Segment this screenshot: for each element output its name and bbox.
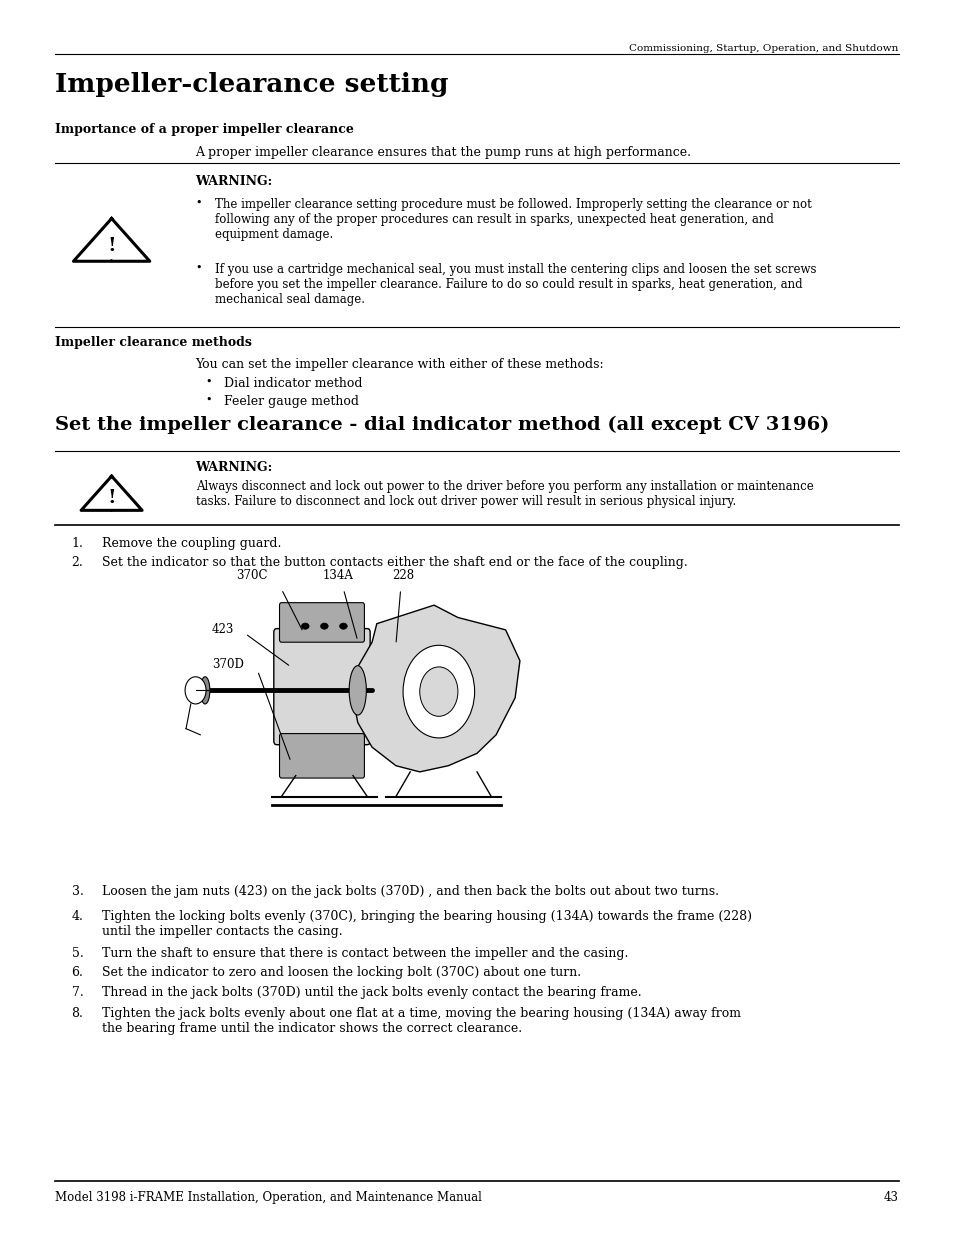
- Text: Importance of a proper impeller clearance: Importance of a proper impeller clearanc…: [55, 124, 354, 137]
- Text: You can set the impeller clearance with either of these methods:: You can set the impeller clearance with …: [195, 358, 603, 372]
- Text: •: •: [195, 263, 202, 273]
- Text: 43: 43: [882, 1191, 898, 1204]
- Ellipse shape: [339, 622, 347, 630]
- FancyBboxPatch shape: [279, 734, 364, 778]
- Text: Tighten the locking bolts evenly (370C), bringing the bearing housing (134A) tow: Tighten the locking bolts evenly (370C),…: [102, 910, 751, 939]
- Text: Commissioning, Startup, Operation, and Shutdown: Commissioning, Startup, Operation, and S…: [629, 44, 898, 53]
- Text: Thread in the jack bolts (370D) until the jack bolts evenly contact the bearing : Thread in the jack bolts (370D) until th…: [102, 986, 641, 999]
- Text: Set the indicator so that the button contacts either the shaft end or the face o: Set the indicator so that the button con…: [102, 556, 687, 569]
- Text: WARNING:: WARNING:: [195, 175, 273, 189]
- Text: Always disconnect and lock out power to the driver before you perform any instal: Always disconnect and lock out power to …: [195, 480, 813, 509]
- Text: Feeler gauge method: Feeler gauge method: [224, 395, 359, 409]
- Text: 7.: 7.: [71, 986, 83, 999]
- Text: 5.: 5.: [71, 947, 83, 961]
- Text: !: !: [107, 489, 116, 508]
- Text: 3.: 3.: [71, 885, 83, 899]
- Text: Impeller clearance methods: Impeller clearance methods: [55, 336, 252, 350]
- Ellipse shape: [403, 645, 475, 739]
- Text: 1.: 1.: [71, 537, 83, 551]
- Text: 134A: 134A: [322, 569, 353, 582]
- Text: Dial indicator method: Dial indicator method: [224, 377, 362, 390]
- Text: .: .: [109, 251, 114, 264]
- Text: .: .: [109, 500, 114, 515]
- Text: Set the indicator to zero and loosen the locking bolt (370C) about one turn.: Set the indicator to zero and loosen the…: [102, 966, 580, 979]
- Text: 4.: 4.: [71, 910, 83, 924]
- Ellipse shape: [419, 667, 457, 716]
- FancyBboxPatch shape: [274, 629, 370, 745]
- Text: Tighten the jack bolts evenly about one flat at a time, moving the bearing housi: Tighten the jack bolts evenly about one …: [102, 1007, 740, 1035]
- Text: •: •: [205, 377, 212, 387]
- Text: Remove the coupling guard.: Remove the coupling guard.: [102, 537, 281, 551]
- Text: 8.: 8.: [71, 1007, 83, 1020]
- Text: The impeller clearance setting procedure must be followed. Improperly setting th: The impeller clearance setting procedure…: [214, 198, 811, 241]
- Polygon shape: [353, 605, 519, 772]
- Text: Impeller-clearance setting: Impeller-clearance setting: [55, 72, 448, 96]
- Text: A proper impeller clearance ensures that the pump runs at high performance.: A proper impeller clearance ensures that…: [195, 146, 691, 159]
- Text: 228: 228: [392, 569, 414, 582]
- Ellipse shape: [200, 677, 210, 704]
- Text: 370C: 370C: [236, 569, 268, 582]
- Ellipse shape: [301, 622, 309, 630]
- Text: Set the impeller clearance - dial indicator method (all except CV 3196): Set the impeller clearance - dial indica…: [55, 416, 829, 435]
- Text: WARNING:: WARNING:: [195, 461, 273, 474]
- Text: •: •: [205, 395, 212, 405]
- Text: If you use a cartridge mechanical seal, you must install the centering clips and: If you use a cartridge mechanical seal, …: [214, 263, 816, 306]
- Ellipse shape: [320, 622, 328, 630]
- Ellipse shape: [349, 666, 366, 715]
- Text: •: •: [195, 198, 202, 207]
- Text: 6.: 6.: [71, 966, 83, 979]
- Text: 2.: 2.: [71, 556, 83, 569]
- Ellipse shape: [185, 677, 206, 704]
- FancyBboxPatch shape: [279, 603, 364, 642]
- Text: Loosen the jam nuts (423) on the jack bolts (370D) , and then back the bolts out: Loosen the jam nuts (423) on the jack bo…: [102, 885, 719, 899]
- Text: !: !: [107, 237, 116, 256]
- Text: Model 3198 i-FRAME Installation, Operation, and Maintenance Manual: Model 3198 i-FRAME Installation, Operati…: [55, 1191, 481, 1204]
- Text: Turn the shaft to ensure that there is contact between the impeller and the casi: Turn the shaft to ensure that there is c…: [102, 947, 628, 961]
- Text: 370D: 370D: [212, 658, 243, 671]
- Text: 423: 423: [212, 624, 233, 636]
